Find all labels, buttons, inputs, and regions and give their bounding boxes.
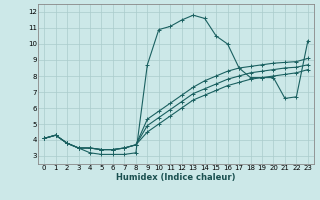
X-axis label: Humidex (Indice chaleur): Humidex (Indice chaleur) (116, 173, 236, 182)
